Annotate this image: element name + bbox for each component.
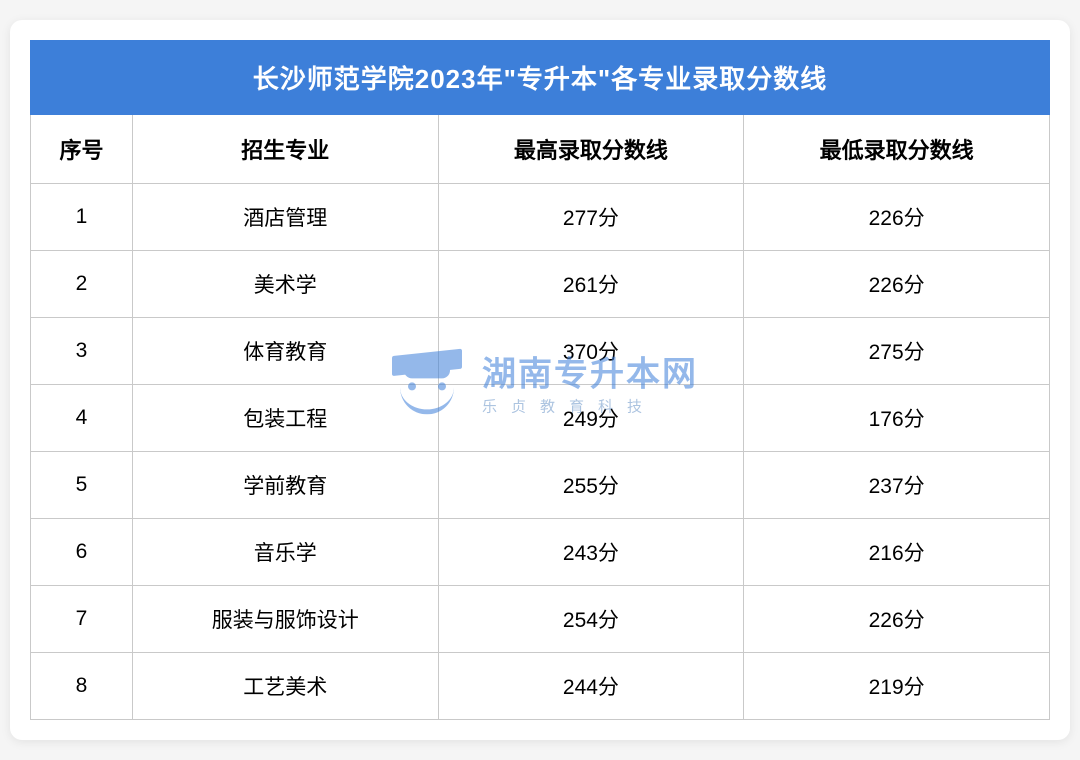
cell-seq: 1	[31, 184, 133, 251]
cell-min: 176分	[744, 385, 1050, 452]
cell-min: 237分	[744, 452, 1050, 519]
cell-major: 体育教育	[132, 318, 438, 385]
cell-max: 249分	[438, 385, 744, 452]
table-row: 6 音乐学 243分 216分	[31, 519, 1050, 586]
cell-max: 261分	[438, 251, 744, 318]
cell-major: 工艺美术	[132, 653, 438, 720]
cell-major: 酒店管理	[132, 184, 438, 251]
table-body: 1 酒店管理 277分 226分 2 美术学 261分 226分 3 体育教育 …	[31, 184, 1050, 720]
cell-max: 254分	[438, 586, 744, 653]
col-header-min: 最低录取分数线	[744, 115, 1050, 184]
table-card: 长沙师范学院2023年"专升本"各专业录取分数线 序号 招生专业 最高录取分数线…	[10, 20, 1070, 740]
cell-seq: 4	[31, 385, 133, 452]
table-row: 7 服装与服饰设计 254分 226分	[31, 586, 1050, 653]
score-table: 长沙师范学院2023年"专升本"各专业录取分数线 序号 招生专业 最高录取分数线…	[30, 40, 1050, 720]
cell-max: 243分	[438, 519, 744, 586]
cell-max: 370分	[438, 318, 744, 385]
cell-major: 美术学	[132, 251, 438, 318]
col-header-seq: 序号	[31, 115, 133, 184]
table-row: 8 工艺美术 244分 219分	[31, 653, 1050, 720]
col-header-major: 招生专业	[132, 115, 438, 184]
table-row: 3 体育教育 370分 275分	[31, 318, 1050, 385]
cell-max: 255分	[438, 452, 744, 519]
cell-major: 学前教育	[132, 452, 438, 519]
cell-seq: 7	[31, 586, 133, 653]
table-title: 长沙师范学院2023年"专升本"各专业录取分数线	[31, 41, 1050, 115]
cell-seq: 6	[31, 519, 133, 586]
cell-seq: 3	[31, 318, 133, 385]
table-row: 1 酒店管理 277分 226分	[31, 184, 1050, 251]
cell-min: 226分	[744, 184, 1050, 251]
cell-min: 226分	[744, 586, 1050, 653]
cell-max: 277分	[438, 184, 744, 251]
cell-major: 包装工程	[132, 385, 438, 452]
table-row: 5 学前教育 255分 237分	[31, 452, 1050, 519]
table-row: 2 美术学 261分 226分	[31, 251, 1050, 318]
cell-min: 226分	[744, 251, 1050, 318]
cell-max: 244分	[438, 653, 744, 720]
cell-seq: 2	[31, 251, 133, 318]
cell-min: 219分	[744, 653, 1050, 720]
table-header-row: 序号 招生专业 最高录取分数线 最低录取分数线	[31, 115, 1050, 184]
cell-min: 216分	[744, 519, 1050, 586]
table-row: 4 包装工程 249分 176分	[31, 385, 1050, 452]
cell-min: 275分	[744, 318, 1050, 385]
col-header-max: 最高录取分数线	[438, 115, 744, 184]
cell-major: 音乐学	[132, 519, 438, 586]
cell-major: 服装与服饰设计	[132, 586, 438, 653]
cell-seq: 8	[31, 653, 133, 720]
cell-seq: 5	[31, 452, 133, 519]
